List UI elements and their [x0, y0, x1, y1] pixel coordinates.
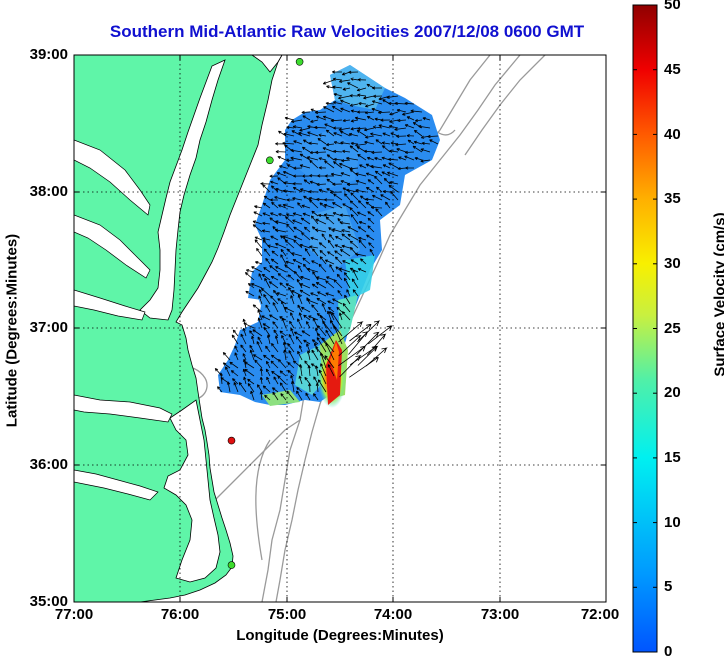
radar-station-marker — [296, 58, 303, 65]
radar-station-marker — [266, 157, 273, 164]
x-tick-label: 75:00 — [257, 606, 317, 623]
colorbar-tick-label: 35 — [664, 190, 681, 207]
x-tick-label: 76:00 — [150, 606, 210, 623]
colorbar-tick-label: 5 — [664, 578, 672, 595]
colorbar-tick-label: 0 — [664, 643, 672, 660]
radar-station-marker — [228, 562, 235, 569]
colorbar-tick-label: 15 — [664, 449, 681, 466]
y-tick-label: 35:00 — [4, 593, 68, 610]
x-tick-label: 72:00 — [570, 606, 630, 623]
y-tick-label: 38:00 — [4, 183, 68, 200]
y-tick-label: 39:00 — [4, 46, 68, 63]
colorbar-tick-label: 50 — [664, 0, 681, 13]
x-tick-label: 73:00 — [470, 606, 530, 623]
radar-station-marker — [228, 437, 235, 444]
y-axis-label: Latitude (Degrees:Minutes) — [4, 201, 21, 461]
colorbar-tick-label: 20 — [664, 384, 681, 401]
colorbar-label: Surface Velocity (cm/s) — [712, 175, 724, 415]
x-axis-label: Longitude (Degrees:Minutes) — [74, 627, 606, 644]
colorbar-tick-label: 45 — [664, 61, 681, 78]
colorbar-tick-label: 10 — [664, 514, 681, 531]
colorbar-tick-label: 25 — [664, 320, 681, 337]
colorbar-tick-label: 40 — [664, 126, 681, 143]
colorbar-tick-label: 30 — [664, 255, 681, 272]
x-tick-label: 74:00 — [363, 606, 423, 623]
